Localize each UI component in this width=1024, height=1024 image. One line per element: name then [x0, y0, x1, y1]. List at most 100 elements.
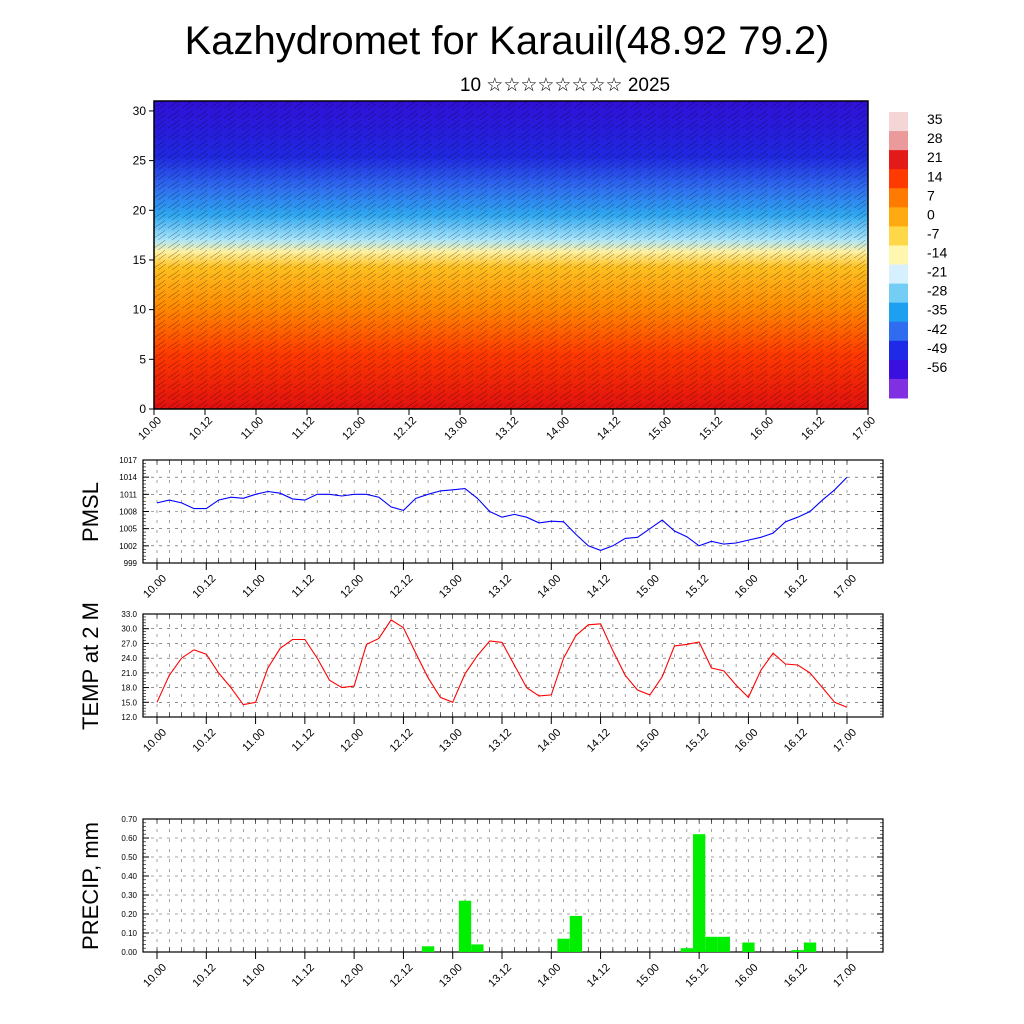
- y-tick-label: 1008: [119, 508, 137, 517]
- precip-bar: [421, 946, 435, 952]
- x-tick-label: 12.00: [338, 962, 366, 990]
- precip-bar: [557, 938, 570, 952]
- heatmap-x-tick-label: 15.00: [646, 415, 674, 443]
- colorbar-box: [889, 169, 908, 189]
- colorbar-label: 0: [927, 206, 935, 222]
- y-tick-label: 12.0: [121, 713, 137, 722]
- heatmap-x-tick-label: 15.12: [697, 415, 725, 443]
- heatmap-x-tick-label: 17.00: [850, 415, 878, 443]
- series-line: [156, 476, 848, 551]
- colorbar-box: [889, 378, 908, 399]
- precip-y-label: PRECIP, mm: [78, 822, 103, 950]
- colorbar-label: -42: [927, 321, 947, 337]
- y-tick-label: 1002: [119, 542, 137, 551]
- x-tick-label: 14.00: [535, 962, 563, 990]
- temp-panel: TEMP at 2 M 33.0 30.0 27.0 24.0 21.0 18.0 15.0…: [78, 602, 884, 755]
- colorbar-box: [889, 359, 908, 380]
- y-tick-label: 1017: [119, 456, 137, 465]
- x-tick-label: 16.00: [733, 573, 761, 601]
- precip-bar: [742, 942, 755, 952]
- x-tick-label: 14.12: [585, 573, 613, 601]
- x-tick-label: 16.00: [733, 727, 761, 755]
- y-tick-label: 0.60: [121, 834, 137, 843]
- x-tick-label: 10.12: [190, 573, 218, 601]
- heatmap-x-tick-label: 14.12: [595, 415, 623, 443]
- precip-bar: [692, 834, 706, 952]
- heatmap-y-axis: 0 5 10 15 20 25 30: [133, 104, 154, 416]
- y-tick-label: 0.20: [121, 910, 137, 919]
- x-tick-label: 13.12: [486, 727, 514, 755]
- series-line: [156, 619, 848, 708]
- colorbar-label: -56: [927, 359, 947, 375]
- y-tick-label: 0.00: [121, 948, 137, 957]
- precip-bar: [803, 942, 817, 952]
- colorbar-label: 28: [927, 130, 943, 146]
- precip-bar: [471, 944, 484, 952]
- x-tick-label: 11.00: [240, 573, 267, 600]
- heatmap-x-tick-label: 13.12: [493, 415, 521, 443]
- precip-bar: [458, 900, 472, 952]
- y-tick-label: 1014: [119, 473, 137, 482]
- precip-bar: [569, 915, 583, 952]
- colorbar-box: [889, 188, 908, 208]
- colorbar-label: 35: [927, 111, 943, 127]
- x-tick-label: 15.12: [683, 727, 711, 755]
- x-tick-label: 11.12: [290, 962, 317, 989]
- colorbar-box: [889, 226, 908, 246]
- heatmap-y-tick-label: 25: [133, 154, 147, 168]
- x-tick-label: 10.00: [141, 573, 169, 601]
- x-tick-label: 15.12: [683, 573, 711, 601]
- x-tick-label: 14.12: [585, 727, 613, 755]
- y-tick-label: 1011: [120, 490, 138, 499]
- colorbar-label: 7: [927, 187, 935, 203]
- x-tick-label: 15.00: [634, 573, 662, 601]
- colorbar-label: -35: [927, 302, 947, 318]
- x-tick-label: 16.12: [782, 727, 810, 755]
- colorbar-label: -14: [927, 245, 947, 261]
- x-tick-label: 15.00: [634, 962, 662, 990]
- y-tick-label: 21.0: [121, 669, 137, 678]
- y-tick-label: 33.0: [121, 610, 137, 619]
- x-tick-label: 12.12: [388, 573, 416, 601]
- colorbar-box: [889, 283, 908, 304]
- y-tick-label: 0.40: [121, 872, 137, 881]
- x-tick-label: 13.00: [437, 573, 465, 601]
- x-tick-label: 10.12: [190, 727, 218, 755]
- precip-panel: PRECIP, mm 0.700.600.500.400.300.200.100…: [78, 815, 884, 990]
- colorbar-box: [889, 245, 908, 266]
- x-tick-label: 11.12: [290, 573, 317, 600]
- y-tick-label: 18.0: [121, 684, 137, 693]
- y-tick-label: 1005: [119, 525, 137, 534]
- y-tick-label: 0.30: [121, 891, 137, 900]
- x-tick-label: 17.00: [831, 573, 859, 601]
- y-tick-label: 0.50: [121, 853, 137, 862]
- y-tick-label: 24.0: [121, 654, 137, 663]
- heatmap-x-tick-label: 11.00: [239, 415, 266, 442]
- x-tick-label: 12.00: [338, 727, 366, 755]
- heatmap-x-tick-label: 12.12: [391, 415, 419, 443]
- heatmap-x-axis: 10.00 10.12 11.00 11.12 12.00 12.12 13.00 13.12…: [136, 409, 878, 443]
- x-tick-label: 13.00: [437, 962, 465, 990]
- precip-plot: 0.70 0.60 0.50 0.40 0.30 0.20 0.10 0.00 10.00 10.…: [121, 815, 884, 990]
- heatmap-x-tick-label: 14.00: [544, 415, 572, 443]
- x-tick-label: 10.00: [141, 727, 169, 755]
- x-tick-label: 13.12: [486, 573, 514, 601]
- y-tick-label: 0.70: [121, 815, 137, 824]
- colorbar-label: -7: [927, 225, 940, 241]
- plot-frame: [142, 613, 884, 718]
- heatmap-y-tick-label: 20: [133, 203, 147, 217]
- heatmap-y-tick-label: 15: [133, 253, 147, 267]
- y-tick-label: 999: [124, 559, 138, 568]
- heatmap-y-tick-label: 0: [139, 402, 146, 416]
- x-tick-label: 17.00: [831, 727, 859, 755]
- x-tick-label: 15.12: [683, 962, 711, 990]
- colorbar-label: 21: [927, 149, 943, 165]
- x-tick-label: 13.12: [486, 962, 514, 990]
- heatmap-x-tick-label: 11.12: [290, 415, 317, 442]
- wind-streamlines: [154, 101, 868, 409]
- y-tick-label: 27.0: [121, 639, 137, 648]
- x-tick-label: 10.00: [141, 962, 169, 990]
- x-tick-label: 16.00: [733, 962, 761, 990]
